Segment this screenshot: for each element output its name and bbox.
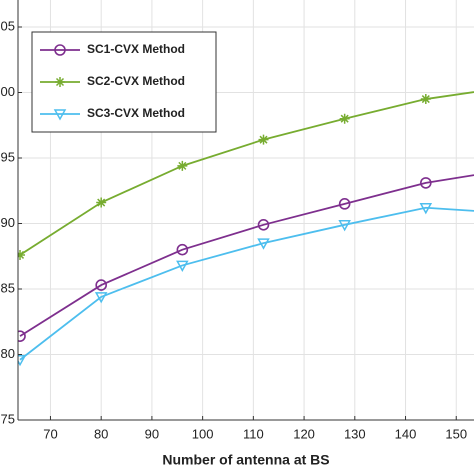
marker [177,160,188,171]
marker [95,279,107,291]
y-tick-label: 75 [1,411,15,426]
series-line [19,174,474,337]
x-tick-label: 140 [395,426,417,441]
marker [257,219,270,231]
marker [18,330,26,342]
x-tick-label: 110 [243,426,264,441]
x-tick-label: 90 [145,426,159,441]
marker [420,94,431,105]
marker [94,292,108,304]
marker [258,134,269,145]
x-tick-label: 120 [293,426,315,441]
x-tick-label: 150 [445,426,467,441]
marker [339,113,350,124]
y-tick-label: 00 [1,84,15,99]
legend-label: SC2-CVX Method [87,74,185,88]
y-tick-label: 90 [1,215,15,230]
marker [96,197,107,208]
marker [338,220,351,232]
y-tick-label: 85 [1,280,15,295]
marker [176,243,189,256]
marker [257,238,270,250]
marker [55,77,65,87]
marker [18,249,26,260]
marker [176,260,189,272]
x-tick-label: 100 [192,426,214,441]
marker [53,109,67,121]
plot-area [18,91,474,367]
legend: SC1-CVX Method SC2-CVX Method SC3-CVX Meth… [31,31,217,133]
y-tick-label: 80 [1,346,15,361]
marker [54,44,66,56]
x-tick-label: 80 [94,426,108,441]
legend-label: SC1-CVX Method [87,42,185,56]
series-line [19,206,474,361]
legend-label: SC3-CVX Method [87,106,185,120]
x-tick-label: 130 [344,426,366,441]
y-tick-label: 05 [1,18,15,33]
y-tick-label: 95 [1,149,15,164]
marker [420,177,432,189]
x-tick-label: 70 [43,426,57,441]
marker [419,203,433,215]
marker [18,354,27,367]
marker [338,198,351,210]
x-axis-label: Number of antenna at BS [162,452,329,468]
